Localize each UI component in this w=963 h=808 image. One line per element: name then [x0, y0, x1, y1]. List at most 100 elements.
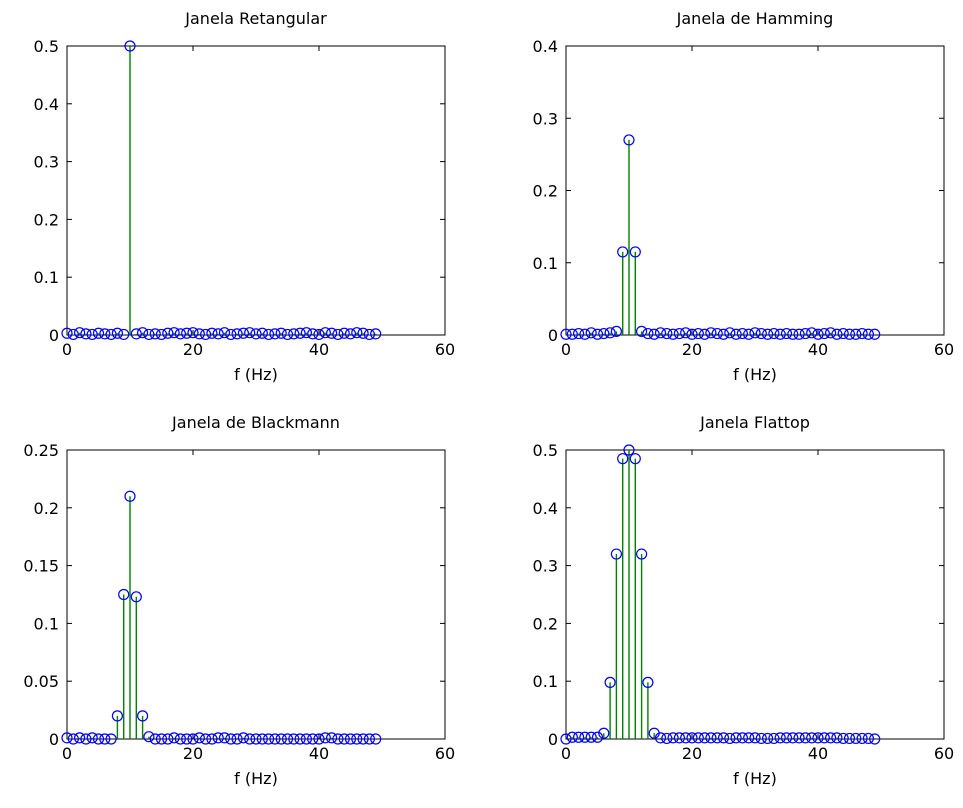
stem-marker [743, 328, 755, 340]
x-tick-label: 20 [682, 340, 702, 359]
stem-marker [680, 327, 692, 339]
stem-marker [585, 327, 597, 339]
axes-box [66, 45, 446, 336]
stem-marker [686, 732, 698, 744]
stem-marker [598, 327, 610, 340]
stem-marker [256, 327, 268, 339]
stem-marker [749, 327, 761, 339]
stem-marker [181, 327, 193, 339]
stem-marker [256, 733, 268, 745]
stem-marker [130, 591, 142, 603]
y-tick-label: 0.1 [34, 268, 59, 287]
stem-marker [673, 327, 686, 340]
stem-marker [326, 327, 338, 339]
stem-marker [137, 710, 149, 722]
stem-marker [80, 328, 92, 340]
stem-marker [617, 453, 629, 465]
x-tick-label: 40 [309, 744, 329, 763]
stem-marker [307, 328, 319, 340]
stem-marker [162, 327, 174, 339]
stem-marker [300, 327, 312, 339]
y-tick-label: 0.1 [34, 614, 59, 633]
stem-marker [237, 732, 249, 744]
stem-marker [137, 327, 149, 339]
y-tick-label: 0 [49, 326, 59, 345]
stem-marker [61, 732, 73, 744]
stem-marker [200, 733, 212, 745]
x-tick-label: 0 [62, 744, 72, 763]
stem-marker [250, 328, 262, 340]
stem-marker [206, 733, 218, 745]
stem-marker [598, 727, 610, 739]
stem-marker [629, 453, 641, 465]
stem-marker [717, 328, 730, 340]
stem-marker [281, 733, 294, 745]
stem-marker [654, 327, 667, 339]
stem-marker [294, 327, 306, 339]
stem-marker [187, 327, 199, 339]
stem-marker [168, 327, 180, 339]
stem-marker [591, 328, 604, 340]
stem-marker [711, 327, 723, 340]
stem-marker [111, 710, 124, 722]
stem-marker [357, 733, 369, 745]
stem-marker [774, 732, 786, 744]
stem-marker [806, 327, 818, 339]
stem-marker [225, 733, 237, 745]
stem-marker [648, 328, 660, 340]
stem-marker [275, 327, 287, 339]
stem-marker [698, 328, 711, 340]
x-tick-label: 60 [934, 744, 954, 763]
subplot-3: 0 20 40 60 0 0.05 0.1 0.15 0.2 0.25 Janela de Blac… [23, 413, 455, 788]
stem-marker [787, 732, 799, 744]
stem-marker [768, 732, 780, 745]
x-axis-label: f (Hz) [234, 365, 278, 384]
stem-marker [604, 676, 616, 688]
subplot-2: 0 20 40 60 0 0.1 0.2 0.3 0.4 Janela de Hamming f (… [533, 9, 955, 384]
stem-marker [717, 732, 730, 744]
stem-marker [799, 732, 812, 744]
stem-marker [326, 732, 338, 744]
stem-marker [755, 732, 767, 745]
stem-marker [275, 733, 287, 745]
y-tick-label: 0.25 [23, 441, 59, 460]
chart-title: Janela Retangular [184, 9, 327, 28]
stem-marker [560, 733, 572, 745]
chart-title: Janela de Hamming [676, 9, 834, 28]
stem-marker [692, 732, 704, 744]
stem-marker [200, 328, 212, 341]
stem-marker [761, 328, 774, 340]
stem-marker [338, 327, 350, 339]
y-tick-label: 0.3 [34, 153, 59, 172]
stem-marker [319, 732, 331, 744]
stem-marker [332, 733, 344, 745]
stem-marker [629, 246, 641, 258]
x-axis-label: f (Hz) [234, 769, 278, 788]
stem-marker [692, 327, 704, 340]
stem-marker [269, 733, 281, 745]
x-axis-label: f (Hz) [733, 365, 777, 384]
stem-marker [67, 733, 79, 745]
stem-marker [162, 733, 174, 745]
x-tick-label: 40 [808, 340, 828, 359]
stem-marker [269, 328, 281, 340]
stem-marker [92, 733, 105, 745]
stem-marker [86, 732, 98, 744]
stem-marker [218, 732, 231, 744]
stem-marker [661, 327, 673, 340]
stem-marker [80, 733, 92, 745]
stem-marker [793, 328, 805, 340]
y-tick-label: 0.2 [34, 499, 59, 518]
stem-marker [730, 328, 742, 340]
stem-marker [591, 731, 604, 743]
stem-marker [843, 328, 856, 340]
stem-marker [143, 328, 155, 341]
stem-marker [711, 732, 723, 744]
stem-marker [705, 732, 717, 744]
stem-marker [824, 732, 837, 744]
y-tick-label: 0.15 [23, 557, 59, 576]
stem-marker [730, 732, 742, 744]
stem-marker [843, 732, 856, 745]
stem-marker [673, 732, 686, 744]
